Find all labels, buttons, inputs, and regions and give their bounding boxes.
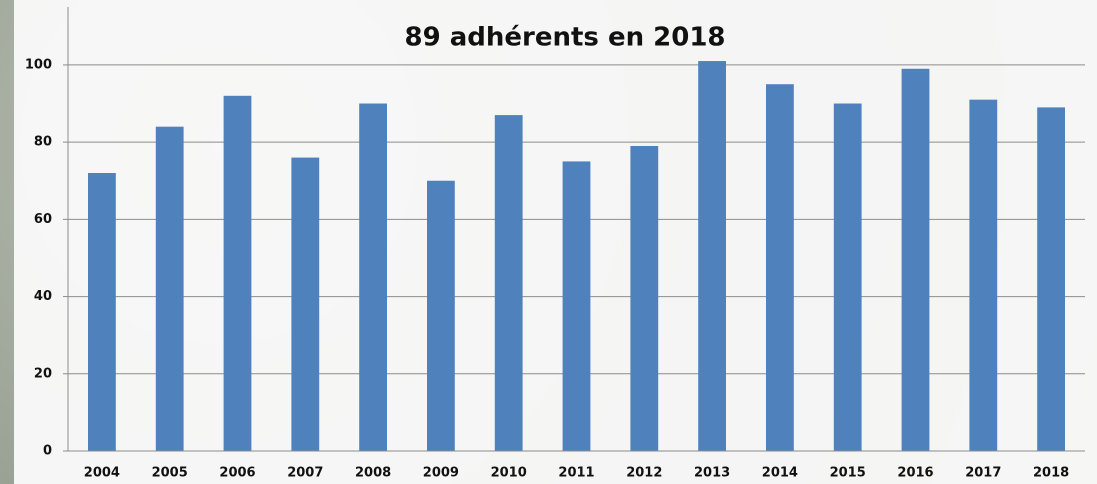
bar	[156, 127, 184, 451]
x-tick-label: 2010	[491, 466, 527, 481]
x-tick-label: 2011	[558, 466, 594, 481]
bar	[698, 61, 726, 451]
chart-title: 89 adhérents en 2018	[404, 23, 725, 53]
bar	[563, 161, 591, 451]
y-tick-label: 40	[34, 289, 52, 304]
chart: 89 adhérents en 2018 0 20 40 60 80 100 2004 200…	[0, 0, 1097, 484]
bar	[834, 104, 862, 451]
bar	[88, 173, 116, 451]
bar	[902, 69, 930, 451]
x-tick-label: 2005	[152, 466, 188, 481]
bar	[630, 146, 658, 451]
y-tick-label: 20	[34, 366, 52, 381]
bar	[427, 181, 455, 451]
x-tick-label: 2018	[1033, 466, 1069, 481]
y-tick-label: 80	[34, 135, 52, 150]
bar	[766, 84, 794, 451]
bar	[359, 104, 387, 451]
x-tick-label: 2016	[897, 466, 933, 481]
y-tick-label: 60	[34, 212, 52, 227]
x-tick-label: 2006	[219, 466, 255, 481]
bar	[495, 115, 523, 451]
x-tick-label: 2008	[355, 466, 391, 481]
x-tick-label: 2015	[830, 466, 866, 481]
page: 89 adhérents en 2018 0 20 40 60 80 100 2004 200…	[0, 0, 1097, 484]
x-tick-label: 2014	[762, 466, 798, 481]
bar	[291, 158, 319, 451]
x-tick-label: 2007	[287, 466, 323, 481]
x-tick-label: 2004	[84, 466, 120, 481]
bar	[224, 96, 252, 451]
x-tick-label: 2012	[626, 466, 662, 481]
y-tick-label: 100	[25, 57, 52, 72]
x-tick-label: 2017	[965, 466, 1001, 481]
bar	[1037, 107, 1065, 451]
bar	[969, 100, 997, 451]
x-tick-label: 2009	[423, 466, 459, 481]
x-tick-label: 2013	[694, 466, 730, 481]
y-tick-label: 0	[43, 444, 52, 459]
